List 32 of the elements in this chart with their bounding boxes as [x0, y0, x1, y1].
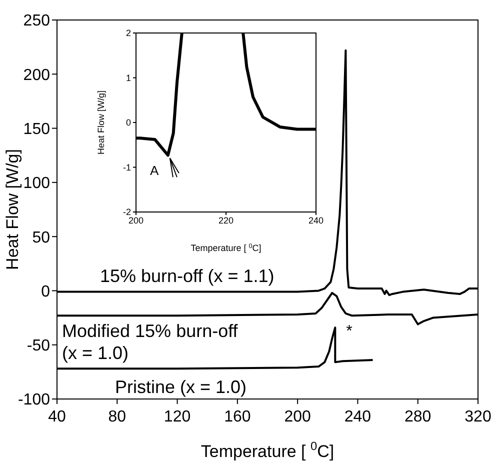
y-tick-label: 1	[126, 72, 131, 83]
y-axis-title: Heat Flow [W/g]	[3, 149, 22, 270]
x-tick-label: 320	[464, 408, 492, 426]
x-tick-label: 120	[164, 408, 191, 426]
y-tick-label: 100	[23, 175, 50, 192]
y-tick-label: 2	[126, 28, 131, 38]
y-tick-label: 0	[126, 118, 131, 128]
x-tick-label: 220	[218, 215, 234, 226]
y-tick-label: -1	[122, 162, 131, 172]
x-tick-label: 240	[308, 215, 324, 226]
y-tick-label: 250	[23, 12, 50, 30]
series-label: Pristine (x = 1.0)	[115, 377, 247, 397]
y-tick-label: -100	[18, 392, 50, 409]
series-label: Modified 15% burn-off (x = 1.0)	[62, 321, 239, 363]
x-axis-title: Temperature [ $^{0}$C]	[200, 439, 334, 461]
x-tick-label: 200	[284, 408, 312, 426]
x-tick-label: 80	[108, 408, 126, 426]
y-tick-label: 150	[23, 120, 50, 138]
series-label: 15% burn-off (x = 1.1)	[100, 266, 274, 286]
y-axis-title: Heat Flow [W/g]	[96, 90, 106, 155]
annotation: A	[150, 163, 159, 178]
x-tick-label: 40	[48, 408, 66, 426]
y-tick-label: 50	[32, 229, 50, 246]
x-axis-title: Temperature [ $^{0}$C]	[190, 242, 262, 253]
y-tick-label: -2	[122, 207, 131, 218]
x-tick-label: 280	[404, 408, 432, 426]
y-tick-label: 0	[41, 283, 50, 300]
annotation: *	[346, 322, 352, 340]
x-tick-label: 240	[344, 408, 372, 426]
y-tick-label: -50	[26, 338, 50, 355]
y-tick-label: 200	[23, 66, 50, 84]
x-tick-label: 160	[224, 408, 251, 426]
